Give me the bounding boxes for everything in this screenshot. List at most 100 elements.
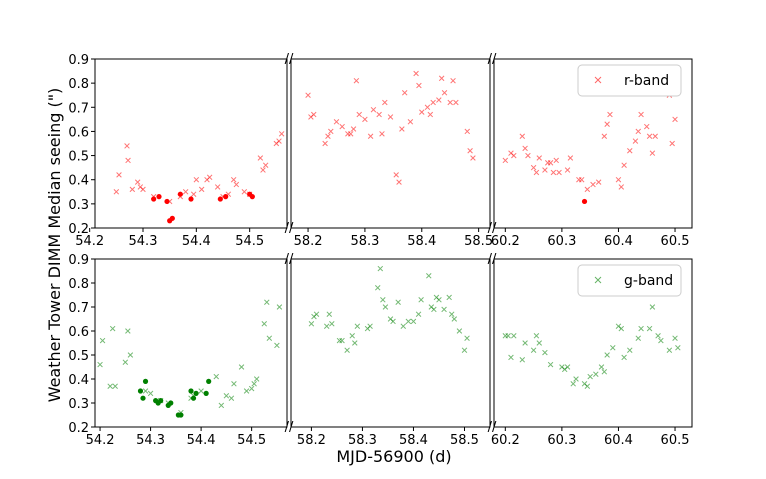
y-tick-label: 0.5 [68, 150, 89, 165]
x-tick-label: 54.4 [187, 433, 216, 448]
g-band-dot-point [140, 395, 146, 401]
axis-break-mark: // [488, 252, 497, 267]
r-band-cross-point [382, 99, 388, 106]
g-band-cross-point [276, 304, 283, 310]
g-band-cross-point [367, 323, 373, 329]
g-band-cross-point [519, 357, 526, 363]
legend-label: g-band [624, 273, 673, 289]
r-band-cross-point [113, 189, 120, 195]
g-band-cross-point [336, 337, 343, 344]
g-band-cross-point [570, 381, 576, 387]
g-band-cross-point [97, 361, 103, 368]
g-band-dot-point [158, 398, 164, 404]
r-band-cross-point [230, 176, 237, 183]
x-tick-label: 54.2 [86, 433, 115, 448]
g-band-dot-point [178, 412, 184, 418]
x-tick-label: 54.3 [136, 433, 165, 448]
r-band-cross-point [635, 128, 642, 135]
y-tick-label: 0.4 [68, 373, 89, 388]
r-band-segment-2: 58.2 58.3 58.4 58.5 [290, 58, 493, 249]
r-band-cross-point [618, 184, 625, 190]
r-band-cross-point [467, 147, 473, 154]
g-band-segment-3: 60.2 60.3 60.4 60.5 [491, 258, 693, 448]
x-tick-label: 58.2 [294, 234, 323, 249]
r-band-cross-point [646, 133, 653, 140]
r-band-cross-point [542, 167, 548, 173]
x-tick-label: 60.5 [661, 433, 690, 448]
segment-frame [493, 258, 693, 428]
g-band-cross-point [253, 376, 260, 382]
g-band-cross-point [627, 347, 633, 353]
g-band-cross-point [675, 345, 681, 351]
legend-marker [594, 276, 602, 284]
r-band-cross-point [502, 157, 509, 164]
r-band-cross-point [464, 128, 471, 135]
r-band-cross-point [367, 133, 374, 140]
r-band-dot-point [223, 194, 229, 200]
r-band-cross-point [278, 131, 285, 137]
g-band-cross-point [323, 323, 330, 329]
y-axis-label: Weather Tower DIMM Median seeing (") [45, 88, 64, 403]
r-band-cross-point [584, 186, 591, 193]
g-band-cross-point [464, 335, 470, 341]
g-band-cross-point [672, 335, 678, 341]
r-band-cross-point [672, 116, 678, 123]
g-band-cross-point [649, 304, 656, 310]
r-band-cross-point [547, 160, 554, 166]
y-tick-label: 0.3 [68, 397, 89, 412]
g-band-cross-point [127, 352, 134, 358]
segment-frame [493, 58, 693, 229]
g-band-cross-point [313, 311, 320, 317]
g-band-cross-point [601, 369, 608, 375]
y-tick-label: 0.6 [68, 325, 89, 340]
g-band-cross-point [264, 299, 270, 305]
g-band-cross-point [436, 297, 442, 303]
g-band-cross-point [431, 306, 437, 313]
r-band-cross-point [604, 121, 610, 127]
r-band-cross-point [567, 155, 574, 161]
g-band-cross-point [274, 342, 280, 349]
r-band-cross-point [453, 99, 459, 106]
g-band-cross-point [308, 321, 315, 327]
g-band-dot-point [193, 390, 199, 396]
r-band-cross-point [413, 70, 419, 77]
g-band-cross-point [354, 323, 361, 329]
r-band-cross-point [134, 179, 141, 185]
x-tick-label: 58.5 [450, 433, 479, 448]
g-band-cross-point [261, 321, 268, 327]
g-band-cross-point [573, 376, 579, 382]
r-band-cross-point [401, 90, 408, 96]
r-band-cross-point [430, 99, 436, 106]
x-tick-label: 58.4 [407, 234, 436, 249]
r-band-dot-point [151, 196, 157, 202]
r-band-cross-point [233, 181, 240, 188]
g-band-cross-point [377, 265, 384, 272]
r-band-cross-point [399, 126, 405, 132]
r-band-cross-point [182, 189, 189, 195]
r-band-cross-point [356, 111, 362, 118]
x-tick-label: 54.2 [75, 234, 104, 249]
g-band-dot-point [206, 378, 212, 384]
r-band-segment-3: 60.2 60.3 60.4 60.5 [491, 58, 693, 249]
x-tick-label: 54.3 [129, 234, 158, 249]
r-band-cross-point [525, 152, 531, 159]
x-tick-label: 54.4 [182, 234, 211, 249]
y-tick-label: 0.9 [68, 253, 89, 268]
r-band-cross-point [632, 138, 639, 144]
g-band-panel: 54.2 54.3 54.4 54.5 0.2 0.3 0.4 0.5 0.6 0.7 0.8 0.9… [68, 252, 693, 448]
panels: 54.2 54.3 54.4 54.5 0.2 0.3 0.4 0.5 0.6 0.7 0.8 0.9… [68, 52, 693, 448]
x-tick-label: 60.5 [661, 234, 690, 249]
r-band-cross-point [416, 82, 422, 89]
r-band-cross-point [615, 176, 622, 183]
g-band-cross-point [530, 347, 537, 353]
g-band-cross-point [505, 333, 511, 339]
g-band-cross-point [621, 354, 627, 361]
x-tick-label: 54.5 [237, 433, 266, 448]
r-band-cross-point [339, 123, 345, 130]
x-tick-label: 60.2 [491, 433, 520, 448]
g-band-cross-point [446, 294, 452, 301]
g-band-cross-point [238, 364, 245, 370]
r-band-cross-point [129, 186, 136, 193]
r-band-cross-point [519, 133, 526, 140]
r-band-cross-point [441, 90, 448, 96]
